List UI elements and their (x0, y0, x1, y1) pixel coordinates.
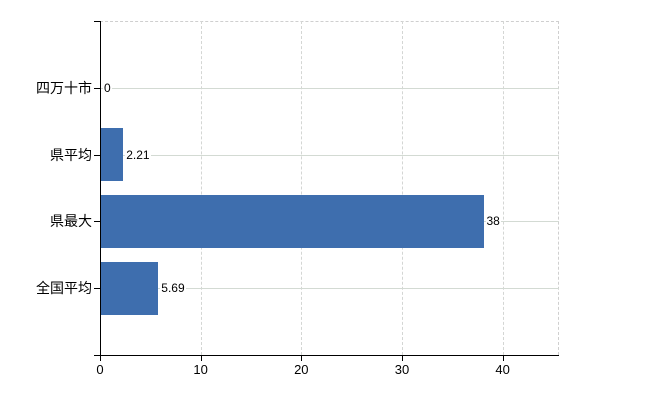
x-axis-tick (100, 355, 101, 361)
y-axis-tick (94, 87, 100, 89)
bar (101, 128, 124, 182)
bar (101, 261, 159, 315)
category-label: 県平均 (50, 146, 92, 163)
x-tick-label: 30 (394, 362, 410, 377)
bar-value-label: 38 (485, 214, 501, 229)
h-gridline (100, 288, 559, 290)
x-tick-label: 10 (193, 362, 208, 377)
bar-value-label: 2.21 (125, 147, 151, 162)
y-axis-tick (94, 21, 100, 22)
x-axis-tick (401, 355, 403, 361)
y-axis-tick (94, 288, 100, 290)
x-tick-label: 0 (96, 362, 104, 377)
bar (101, 194, 484, 248)
bar-value-label: 5.69 (160, 281, 186, 296)
bar-value-label: 0 (103, 80, 112, 95)
v-gridline (401, 21, 403, 355)
h-gridline (100, 87, 559, 89)
y-axis-tick (94, 154, 100, 156)
x-axis-tick (301, 355, 303, 361)
v-gridline (502, 21, 504, 355)
x-tick-label: 20 (294, 362, 309, 377)
category-label: 四万十市 (36, 79, 92, 96)
v-gridline (200, 21, 202, 355)
y-axis-tick (94, 221, 100, 223)
category-label: 県最大 (50, 213, 92, 230)
x-axis-tick (502, 355, 504, 361)
plot-border (100, 21, 559, 355)
v-gridline (301, 21, 303, 355)
x-axis (94, 355, 559, 356)
category-label: 全国平均 (36, 280, 92, 297)
h-gridline (100, 154, 559, 156)
x-tick-label: 40 (495, 362, 510, 377)
x-axis-tick (200, 355, 202, 361)
y-axis (100, 21, 101, 355)
